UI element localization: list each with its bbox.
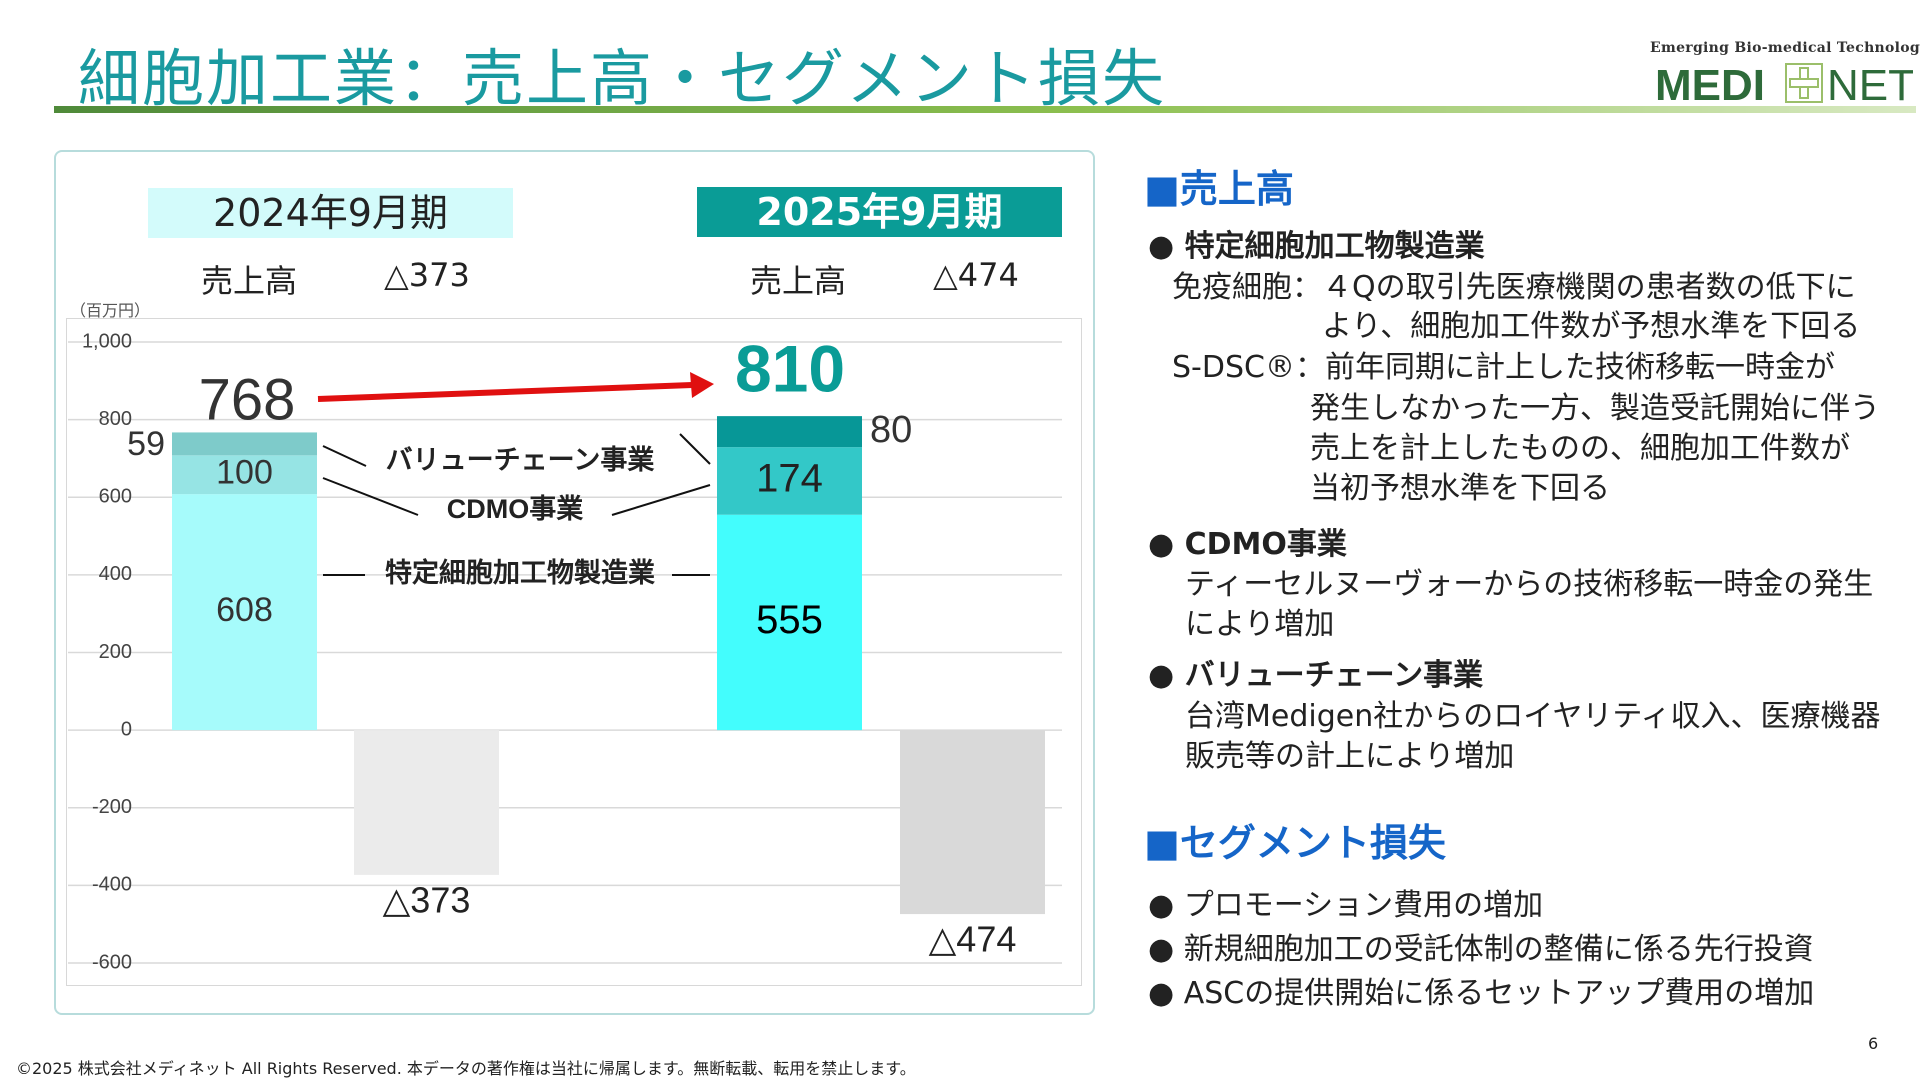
bullet-text-line: S-DSC®：前年同期に計上した技術移転一時金が [1172, 350, 1835, 385]
bullet-text-line: より、細胞加工件数が予想水準を下回る [1322, 309, 1861, 344]
y-tick-label: 800 [99, 408, 132, 430]
growth-arrow [317, 382, 693, 402]
bar-segment [717, 447, 862, 515]
segment-value-label: 80 [870, 409, 912, 451]
page-number: 6 [1868, 1034, 1879, 1053]
connector-line [322, 477, 419, 516]
connector-line [322, 445, 367, 467]
bullet-title-cdmo: ● CDMO事業 [1148, 527, 1347, 562]
copyright-footer: ©2025 株式会社メディネット All Rights Reserved. 本デ… [16, 1059, 916, 1078]
loss-bullet: ● プロモーション費用の増加 [1148, 888, 1544, 923]
segment-value-label: 608 [216, 591, 273, 629]
loss-bullet: ● ASCの提供開始に係るセットアップ費用の増加 [1148, 976, 1815, 1011]
y-tick-label: -400 [92, 874, 132, 896]
bullet-text-line: ティーセルヌーヴォーからの技術移転一時金の発生 [1185, 567, 1874, 602]
loss-bullet: ● 新規細胞加工の受託体制の整備に係る先行投資 [1148, 932, 1814, 967]
bullet-text-line: 免疫細胞：４Qの取引先医療機関の患者数の低下に [1172, 270, 1856, 305]
segment-value-label: 174 [756, 457, 823, 501]
y-tick-label: 200 [99, 641, 132, 663]
segment-value-label: 59 [127, 425, 165, 463]
y-tick-label: 400 [99, 563, 132, 585]
period-label-2025: 2025年9月期 [697, 187, 1062, 237]
bar-segment [717, 514, 862, 731]
logo-text-left: MEDI [1655, 61, 1765, 108]
period-label-2024: 2024年9月期 [148, 188, 513, 238]
y-tick-label: 600 [99, 486, 132, 508]
total-value-label: 768 [199, 367, 296, 432]
bullet-text-line: 台湾Medigen社からのロイヤリティ収入、医療機器 [1185, 699, 1881, 734]
y-tick-label: 0 [121, 718, 132, 740]
segment-value-label: 100 [216, 454, 273, 492]
loss-value-label: △474 [929, 919, 1017, 960]
bar-segment [717, 416, 862, 448]
y-tick-label: -600 [92, 951, 132, 973]
segment-value-label: 555 [756, 598, 823, 642]
chart-unit-label: （百万円） [70, 301, 151, 320]
column-header-sales-2024: 売上高 [200, 262, 297, 300]
bullet-text-line: 当初予想水準を下回る [1310, 471, 1610, 506]
legend-label-cdmo: CDMO事業 [447, 494, 584, 524]
bar-segment [172, 432, 317, 456]
sales-heading: ■売上高 [1144, 167, 1294, 211]
chart-panel [54, 150, 1095, 1015]
legend-label-value-chain: バリューチェーン事業 [386, 445, 655, 475]
page-title: 細胞加工業：売上高・セグメント損失 [78, 42, 1167, 115]
loss-bar [900, 730, 1045, 915]
bullet-title-cell-processing: ● 特定細胞加工物製造業 [1148, 229, 1485, 264]
segment-loss-heading: ■セグメント損失 [1144, 821, 1446, 865]
bullet-title-value-chain: ● バリューチェーン事業 [1148, 658, 1484, 693]
logo-text-right: NET [1827, 61, 1913, 108]
bullet-text-line: により増加 [1185, 607, 1335, 642]
growth-arrow-head [690, 372, 714, 398]
bullet-text-line: 販売等の計上により増加 [1185, 739, 1515, 774]
bar-segment [172, 494, 317, 731]
bullet-text-line: 発生しなかった一方、製造受託開始に伴う [1310, 391, 1880, 426]
company-logo: MEDI NET [1655, 61, 1913, 108]
y-tick-label: 1,000 [82, 330, 132, 352]
column-header-sales-2025: 売上高 [749, 262, 846, 300]
connector-line [611, 484, 711, 516]
title-underline [54, 106, 1916, 113]
bullet-text-line: 売上を計上したものの、細胞加工件数が [1310, 431, 1850, 466]
legend-label-specified-cell: 特定細胞加工物製造業 [385, 557, 655, 588]
column-header-loss-2024: △373 [384, 256, 470, 294]
loss-bar [354, 730, 499, 875]
y-tick-label: -200 [92, 796, 132, 818]
total-value-label: 810 [735, 331, 845, 405]
connector-line [679, 433, 711, 465]
plot-area [66, 318, 1082, 986]
logo-cross-icon [1785, 63, 1823, 103]
column-header-loss-2025: △474 [933, 256, 1019, 294]
loss-value-label: △373 [383, 879, 471, 920]
bar-segment [172, 455, 317, 495]
logo-tagline: Emerging Bio-medical Technology [1650, 40, 1920, 56]
